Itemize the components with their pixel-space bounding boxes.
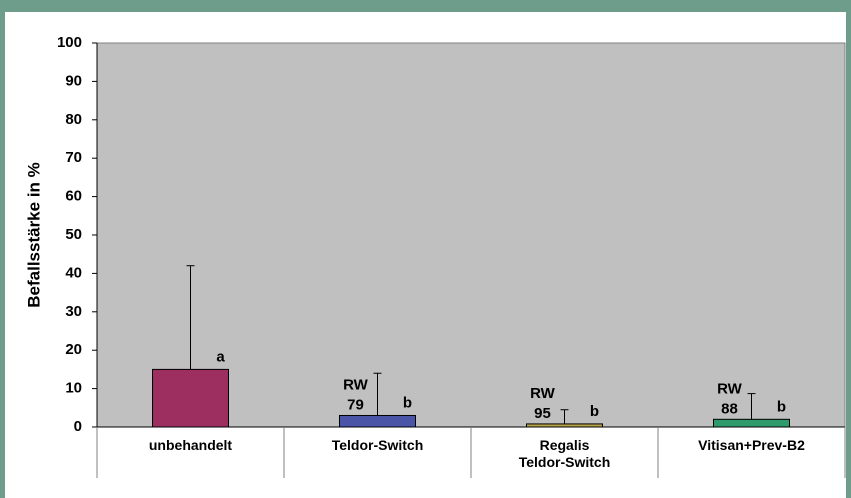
rw-value: 95 (534, 405, 551, 422)
bar (526, 423, 603, 428)
bar (339, 414, 416, 428)
y-axis-label: Befallsstärke in % (24, 162, 43, 308)
y-tick-label: 70 (65, 149, 82, 166)
y-tick-label: 60 (65, 188, 82, 205)
rw-label: RW (717, 380, 743, 397)
x-tick-label: Teldor-Switch (331, 437, 424, 453)
bar (152, 368, 229, 428)
y-tick-label: 80 (65, 111, 82, 128)
rw-value: 79 (347, 396, 364, 413)
x-tick-label: Regalis Teldor-Switch (518, 437, 611, 470)
plot-area (96, 42, 846, 428)
y-tick-label: 20 (65, 341, 82, 358)
rw-label: RW (343, 376, 369, 393)
bar (713, 418, 790, 428)
x-tick-label: Vitisan+Prev-B2 (698, 437, 805, 453)
rw-value: 88 (721, 400, 738, 417)
significance-letter: b (590, 403, 599, 420)
y-tick-label: 0 (74, 418, 82, 435)
y-tick-label: 90 (65, 72, 82, 89)
y-tick-label: 30 (65, 303, 82, 320)
x-tick-label: unbehandelt (148, 437, 233, 453)
y-tick-label: 50 (65, 226, 82, 243)
rw-label: RW (530, 385, 556, 402)
significance-letter: b (403, 394, 412, 411)
y-tick-label: 100 (57, 34, 82, 51)
significance-letter: b (777, 398, 786, 415)
y-tick-label: 10 (65, 380, 82, 397)
y-tick-label: 40 (65, 264, 82, 281)
significance-letter: a (216, 348, 225, 365)
